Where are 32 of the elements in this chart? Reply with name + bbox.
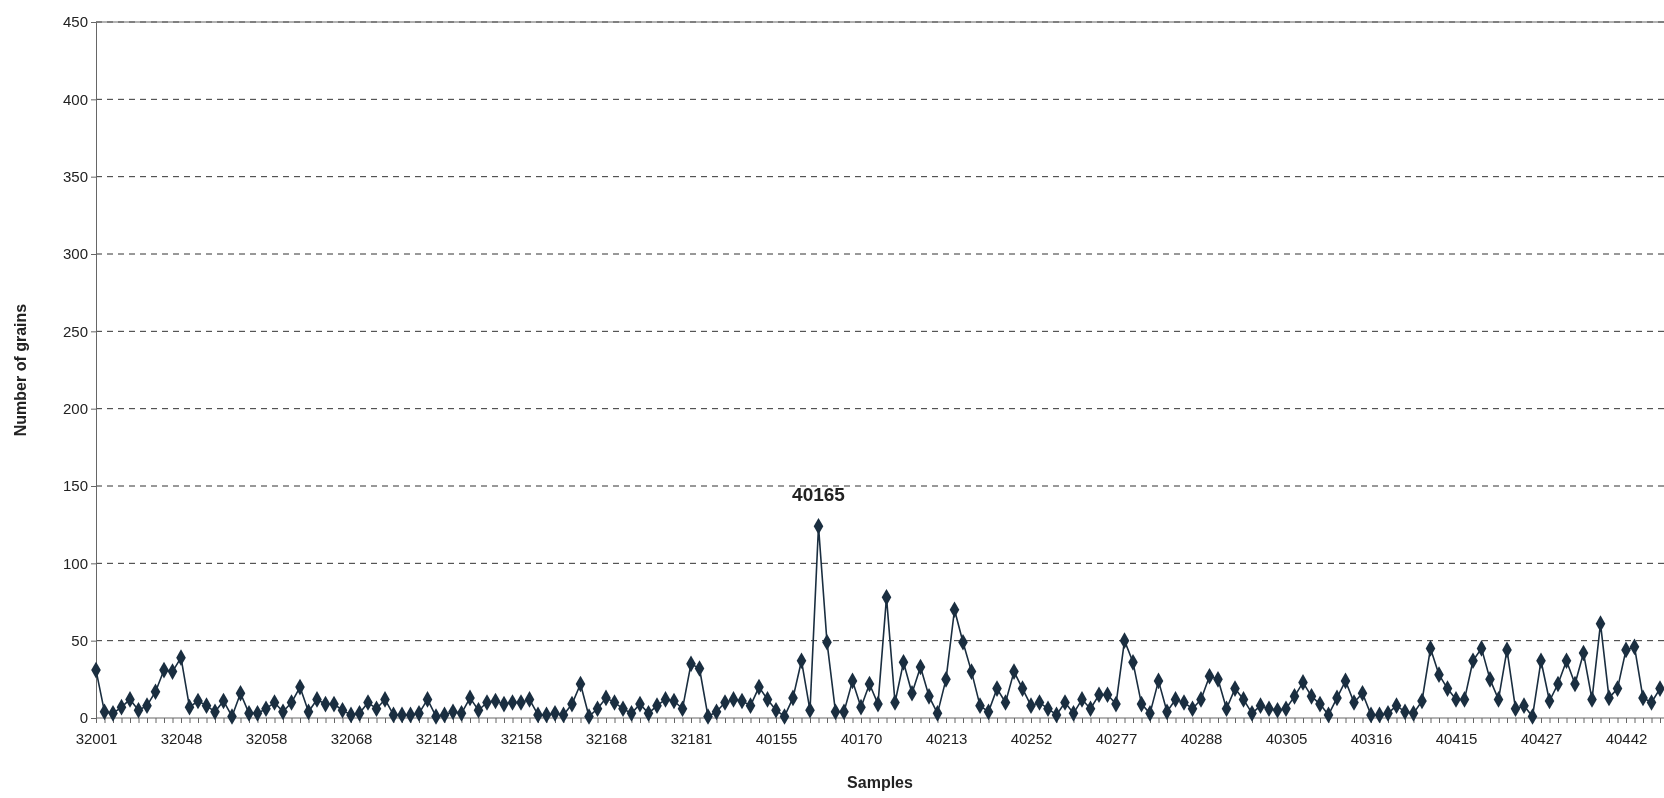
y-axis-title: Number of grains — [12, 303, 29, 437]
x-tick-label: 40155 — [755, 730, 798, 747]
x-axis-title: Samples — [847, 774, 914, 791]
x-tick-label: 40427 — [1520, 730, 1563, 747]
x-tick-label: 40442 — [1605, 730, 1648, 747]
x-tick-label: 40213 — [925, 730, 968, 747]
annotation: 40165 — [792, 484, 846, 506]
x-tick-label: 32001 — [75, 730, 118, 747]
y-tick-label: 350 — [62, 167, 88, 185]
x-tick-label: 32048 — [160, 730, 203, 747]
x-tick-label: 32148 — [415, 730, 458, 747]
x-tick-label: 40415 — [1435, 730, 1478, 747]
y-tick-label: 100 — [62, 554, 88, 572]
x-tick-label: 40316 — [1350, 730, 1393, 747]
x-tick-label: 32158 — [500, 730, 543, 747]
x-tick-label: 40305 — [1265, 730, 1308, 747]
y-tick-label: 250 — [62, 322, 88, 340]
x-tick-label: 32168 — [585, 730, 628, 747]
y-tick-label: 400 — [62, 90, 88, 108]
y-tick-label: 200 — [62, 399, 88, 417]
x-tick-label: 32068 — [330, 730, 373, 747]
y-tick-label: 450 — [62, 13, 88, 31]
y-tick-label: 150 — [62, 477, 88, 495]
y-tick-label: 0 — [79, 709, 88, 727]
x-tick-label: 40252 — [1010, 730, 1053, 747]
y-tick-label: 300 — [62, 245, 88, 263]
x-tick-label: 40288 — [1180, 730, 1223, 747]
x-tick-label: 32058 — [245, 730, 288, 747]
x-tick-label: 32181 — [670, 730, 713, 747]
x-tick-label: 40277 — [1095, 730, 1138, 747]
x-tick-label: 40170 — [840, 730, 883, 747]
y-tick-label: 50 — [71, 631, 88, 649]
